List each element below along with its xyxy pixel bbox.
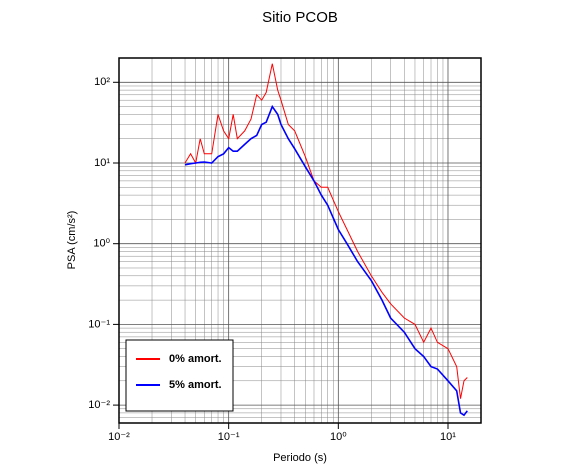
- y-tick-label: 10⁰: [93, 238, 110, 250]
- x-tick-label: 10⁻¹: [218, 431, 240, 443]
- x-axis-label: Periodo (s): [273, 452, 327, 464]
- legend-label: 0% amort.: [169, 353, 222, 365]
- x-tick-label: 10¹: [440, 431, 456, 443]
- chart-title: Sitio PCOB: [262, 9, 338, 26]
- y-tick-label: 10¹: [94, 157, 110, 169]
- data-line: [184, 104, 468, 417]
- x-tick-label: 10⁰: [330, 431, 347, 443]
- legend: 0% amort. 5% amort.: [125, 339, 234, 412]
- legend-box: [125, 339, 234, 412]
- data-line: [184, 63, 468, 399]
- plot-frame: [118, 57, 482, 424]
- x-tick-label: 10⁻²: [108, 431, 130, 443]
- y-tick-label: 10²: [94, 76, 110, 88]
- y-tick-label: 10⁻¹: [88, 318, 110, 330]
- y-axis-label: PSA (cm/s²): [66, 211, 78, 270]
- legend-label: 5% amort.: [169, 379, 222, 391]
- y-tick-label: 10⁻²: [88, 399, 110, 411]
